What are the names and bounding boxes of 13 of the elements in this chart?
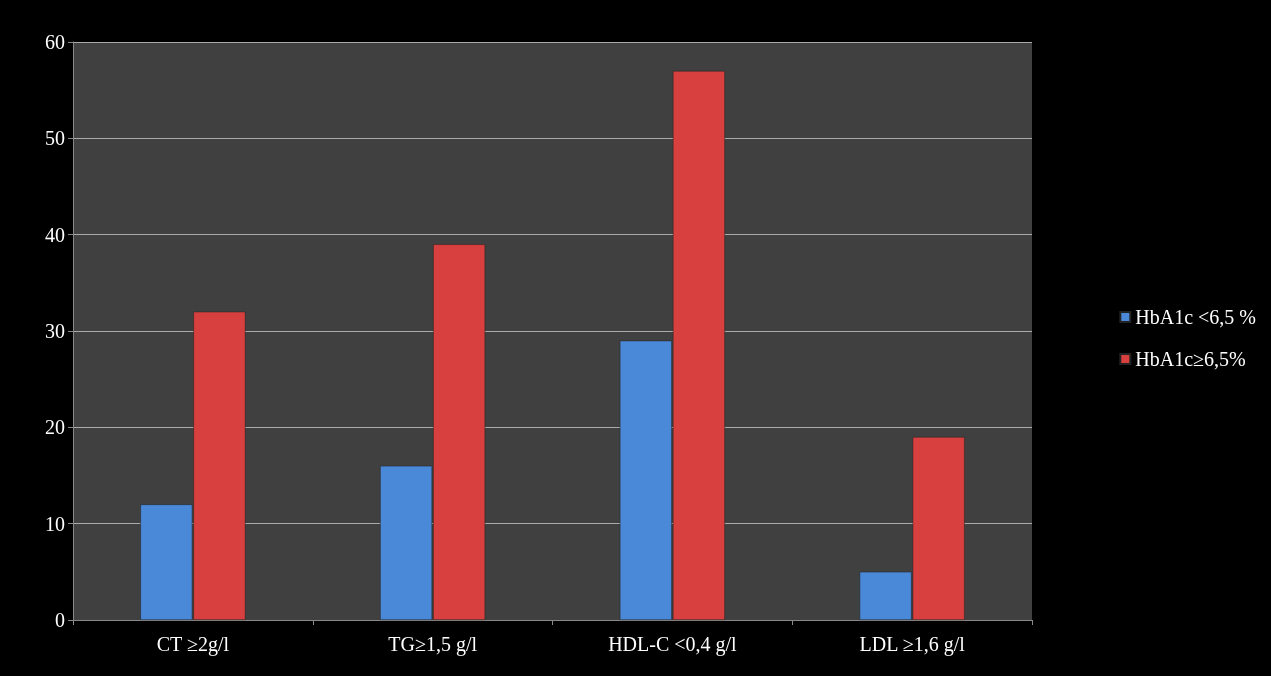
y-tick-label: 60 xyxy=(45,31,65,53)
y-tick-label: 40 xyxy=(45,223,65,246)
y-tick-label: 10 xyxy=(45,512,65,535)
x-tick-label: CT ≥2g/l xyxy=(156,633,230,656)
x-tick-label: HDL-C <0,4 g/l xyxy=(608,633,738,656)
legend-label: HbA1c≥6,5% xyxy=(1135,348,1246,370)
y-tick-label: 20 xyxy=(45,416,65,439)
y-tick-label: 30 xyxy=(45,320,65,342)
x-tick-label: LDL ≥1,6 g/l xyxy=(859,633,966,656)
y-tick-label: 0 xyxy=(55,609,65,631)
y-tick-label: 50 xyxy=(45,127,65,150)
x-tick-label: TG≥1,5 g/l xyxy=(388,633,478,656)
legend-label: HbA1c <6,5 % xyxy=(1135,306,1256,328)
